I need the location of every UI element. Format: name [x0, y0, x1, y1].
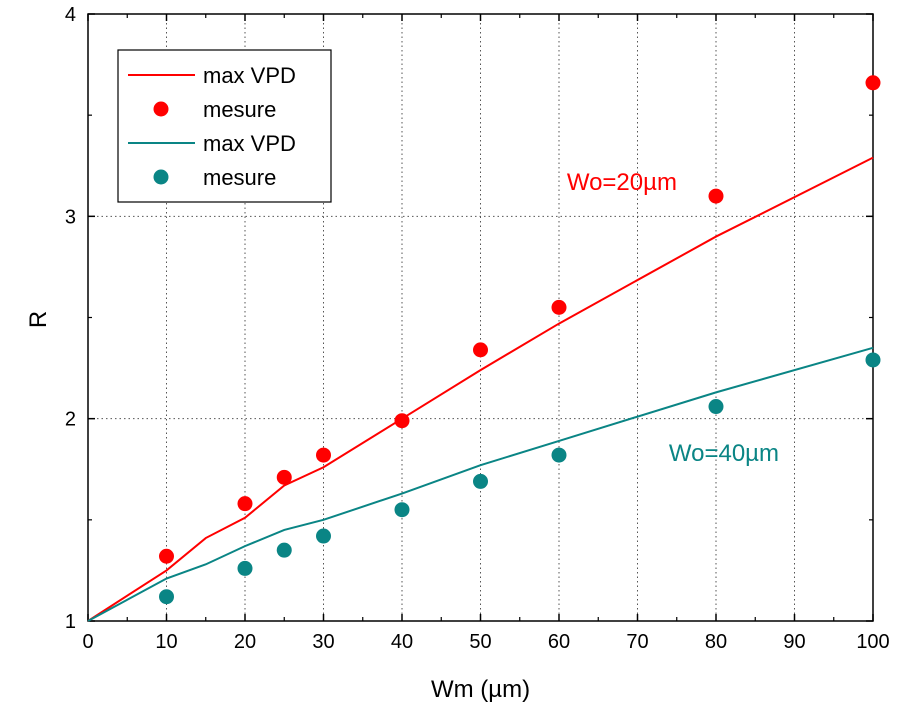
data-point-1 — [159, 548, 174, 564]
x-tick-label: 10 — [155, 631, 177, 653]
grid — [88, 14, 873, 621]
x-tick-label: 60 — [548, 631, 570, 653]
x-tick-label: 100 — [856, 631, 889, 653]
legend-marker-swatch — [153, 101, 169, 117]
data-point-3 — [316, 528, 331, 544]
x-tick-label: 50 — [469, 631, 491, 653]
x-tick-label: 20 — [234, 631, 256, 653]
x-tick-label: 90 — [783, 631, 805, 653]
data-point-1 — [551, 299, 567, 315]
y-tick-label: 1 — [65, 611, 76, 633]
legend-label: max VPD — [203, 131, 296, 156]
x-tick-label: 80 — [705, 631, 727, 653]
y-axis-label: R — [25, 311, 52, 328]
data-point-3 — [237, 560, 253, 576]
x-tick-label: 40 — [391, 631, 413, 653]
data-point-3 — [276, 542, 292, 558]
data-point-3 — [551, 447, 567, 463]
x-tick-label: 0 — [82, 631, 93, 653]
y-tick-label: 3 — [65, 206, 76, 228]
annotation-1: Wo=40µm — [669, 440, 779, 467]
legend-marker-swatch — [153, 169, 169, 185]
data-point-3 — [865, 352, 881, 368]
legend: max VPD mesure max VPD mesure — [117, 49, 332, 203]
data-point-1 — [865, 75, 881, 91]
data-point-3 — [159, 589, 174, 605]
data-point-1 — [237, 496, 253, 512]
data-point-1 — [708, 188, 724, 204]
data-point-1 — [316, 447, 331, 463]
data-point-3 — [394, 502, 410, 518]
x-axis-label: Wm (µm) — [431, 676, 530, 703]
series-layer — [87, 75, 881, 622]
y-tick-label: 4 — [65, 4, 76, 26]
data-point-3 — [708, 399, 724, 415]
annotation-0: Wo=20µm — [567, 169, 677, 196]
legend-label: max VPD — [203, 63, 296, 88]
data-point-3 — [473, 473, 488, 489]
series-line-2 — [87, 346, 874, 622]
x-tick-label: 30 — [312, 631, 334, 653]
annotations: Wo=20µm Wo=40µm — [567, 169, 779, 467]
x-tick-label: 70 — [626, 631, 648, 653]
legend-label: mesure — [203, 165, 276, 190]
data-point-1 — [276, 469, 292, 485]
data-point-1 — [473, 342, 488, 358]
series-line-0 — [87, 156, 874, 622]
ticks: 0 10 20 30 40 50 60 70 80 90 100 1 2 3 4 — [65, 4, 890, 653]
y-tick-label: 2 — [65, 409, 76, 431]
data-point-1 — [394, 413, 410, 429]
legend-label: mesure — [203, 97, 276, 122]
